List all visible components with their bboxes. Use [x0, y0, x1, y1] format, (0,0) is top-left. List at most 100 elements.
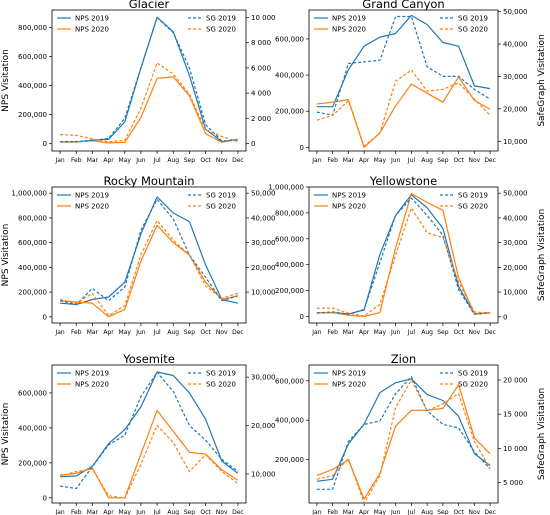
x-tick-label: Nov — [469, 329, 481, 336]
x-tick-label: Mar — [87, 509, 99, 515]
legend-right-label: SG 2020 — [458, 203, 488, 211]
legend-left-label: NPS 2019 — [75, 192, 109, 200]
x-tick-label: Jun — [390, 509, 401, 515]
x-tick-label: Aug — [421, 509, 433, 515]
series-line-nps-2020 — [316, 192, 491, 318]
y-tick-label: 600,000 — [275, 235, 304, 243]
x-tick-label: Feb — [327, 329, 338, 336]
x-tick-label: Sep — [437, 157, 449, 164]
series-line-sg-2020 — [316, 69, 491, 147]
chart-title: Glacier — [129, 0, 170, 11]
y-tick-label: 400,000 — [275, 417, 304, 425]
series-line-nps-2019 — [316, 194, 491, 315]
y2-tick-label: 40,000 — [503, 41, 528, 49]
x-tick-label: Jan — [311, 329, 321, 336]
legend-right-label: SG 2019 — [458, 192, 488, 200]
y-tick-label: 200,000 — [275, 108, 304, 116]
y2-tick-label: 10 000 — [503, 445, 528, 453]
x-tick-label: Dec — [232, 157, 244, 164]
legend-left-label: NPS 2020 — [75, 203, 109, 211]
x-tick-label: Dec — [232, 509, 244, 515]
y-tick-label: 0 — [43, 140, 47, 148]
y-tick-label: 200,000 — [18, 459, 47, 467]
y-axis-label: NPS Visitation — [1, 224, 11, 287]
y2-tick-label: 6 000 — [251, 64, 271, 72]
x-tick-label: May — [119, 509, 132, 515]
series-line-nps-2019 — [316, 378, 491, 482]
plot-frame — [51, 9, 247, 152]
plot-frame — [308, 364, 499, 504]
y2-tick-label: 20,000 — [503, 105, 528, 113]
legend-right-label: SG 2020 — [206, 203, 236, 211]
legend-left-label: NPS 2020 — [332, 26, 366, 34]
x-tick-label: Oct — [200, 509, 211, 515]
y-axis-label: NPS Visitation — [1, 49, 11, 112]
y2-tick-label: 15 000 — [503, 411, 528, 419]
x-tick-label: Sep — [184, 157, 196, 164]
y2-tick-label: 50,000 — [251, 190, 276, 198]
x-tick-label: Jul — [152, 509, 161, 515]
plot-frame — [51, 364, 247, 504]
chart-title: Yellowstone — [369, 174, 437, 188]
x-tick-label: Aug — [167, 329, 179, 336]
x-tick-label: Mar — [343, 509, 355, 515]
chart-title: Rocky Mountain — [103, 174, 194, 188]
chart-panel-yosemite: Yosemite Jan Feb Mar Apr May Jun Jul Aug Sep Oct No… — [1, 352, 276, 515]
x-tick-label: Aug — [421, 329, 433, 336]
y2-tick-label: 50,000 — [503, 190, 528, 198]
legend-left-label: NPS 2020 — [75, 26, 109, 34]
x-tick-label: Nov — [469, 509, 481, 515]
series-line-nps-2019 — [60, 16, 238, 143]
x-tick-label: Jan — [54, 509, 64, 515]
x-tick-label: Jan — [54, 329, 64, 336]
series-line-nps-2020 — [60, 76, 239, 144]
x-tick-label: Oct — [453, 157, 464, 164]
plot-frame — [308, 9, 499, 152]
y-axis-label: NPS Visitation — [1, 403, 11, 466]
y-tick-label: 400,000 — [18, 82, 47, 90]
y-tick-label: 800,000 — [18, 214, 47, 222]
x-tick-label: Oct — [200, 157, 211, 164]
x-tick-label: Jun — [135, 509, 146, 515]
y2-axis-label: SafeGraph Visitation — [537, 34, 547, 126]
y2-tick-label: 30,000 — [251, 239, 276, 247]
y2-tick-label: 10,000 — [251, 470, 276, 478]
y-tick-label: 0 — [43, 494, 47, 502]
x-tick-label: Mar — [87, 157, 99, 164]
series-line-nps-2020 — [316, 76, 491, 148]
x-tick-label: Sep — [437, 329, 449, 336]
series-line-sg-2020 — [59, 219, 239, 317]
y2-tick-label: 0 — [251, 140, 255, 148]
y2-tick-label: 20 000 — [503, 377, 528, 385]
series-line-nps-2020 — [60, 409, 239, 499]
x-tick-label: Sep — [437, 509, 449, 515]
series-line-nps-2020 — [316, 384, 491, 500]
x-tick-label: May — [374, 157, 387, 164]
x-tick-label: Apr — [103, 509, 114, 515]
x-tick-label: Mar — [343, 329, 355, 336]
series-line-sg-2019 — [316, 197, 491, 315]
legend-right-label: SG 2020 — [458, 381, 488, 389]
x-tick-label: Jul — [407, 509, 416, 515]
y-tick-label: 600,000 — [275, 377, 304, 385]
y-tick-label: 400,000 — [275, 261, 304, 269]
y2-tick-label: 30,000 — [251, 374, 276, 382]
series-line-sg-2019 — [60, 17, 238, 143]
legend-right-label: SG 2020 — [206, 26, 236, 34]
y2-tick-label: 2 000 — [251, 115, 271, 123]
y-tick-label: 800,000 — [275, 209, 304, 217]
y-tick-label: 600,000 — [18, 53, 47, 61]
y2-tick-label: 5 000 — [503, 479, 523, 487]
chart-title: Yosemite — [122, 352, 175, 366]
series-line-sg-2019 — [60, 371, 239, 490]
x-tick-label: Jan — [54, 157, 64, 164]
x-tick-label: Apr — [359, 509, 370, 515]
legend-right-label: SG 2020 — [206, 381, 236, 389]
y2-tick-label: 30,000 — [503, 73, 528, 81]
x-tick-label: Nov — [469, 157, 481, 164]
chart-panel-yellowstone: Yellowstone Jan Feb Mar Apr May Jun Jul Aug Sep Oc… — [268, 174, 547, 336]
series-line-sg-2019 — [316, 376, 491, 490]
x-tick-label: Feb — [327, 157, 338, 164]
x-tick-label: Apr — [103, 157, 114, 164]
legend-right-label: SG 2019 — [458, 15, 488, 23]
